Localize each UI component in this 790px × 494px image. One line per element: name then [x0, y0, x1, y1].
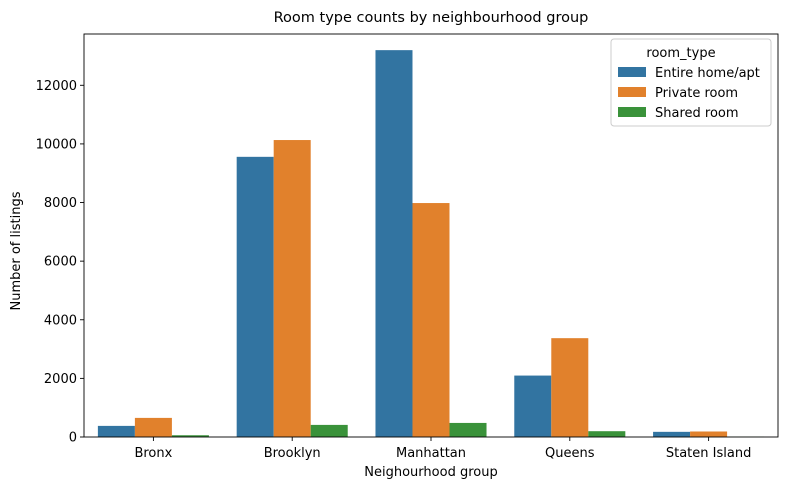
y-tick-label: 0 [69, 431, 77, 446]
x-tick-label: Manhattan [396, 446, 466, 461]
legend-title: room_type [646, 46, 715, 61]
y-tick-label: 8000 [44, 196, 77, 211]
x-tick-label: Bronx [134, 446, 172, 461]
bar-manhattan-private-room [412, 203, 449, 437]
y-tick-label: 4000 [44, 313, 77, 328]
bar-staten-island-entire-home-apt [653, 432, 690, 437]
x-axis-label: Neighourhood group [364, 465, 497, 480]
chart-title: Room type counts by neighbourhood group [274, 10, 589, 26]
legend-swatch [618, 67, 646, 77]
x-tick-label: Staten Island [666, 446, 751, 461]
y-tick-label: 6000 [44, 255, 77, 270]
bar-brooklyn-private-room [274, 140, 311, 437]
x-tick-label: Brooklyn [264, 446, 321, 461]
bar-staten-island-private-room [690, 431, 727, 437]
y-axis-label: Number of listings [9, 191, 24, 310]
bar-queens-private-room [551, 338, 588, 437]
x-tick-label: Queens [545, 446, 595, 461]
bar-queens-shared-room [588, 431, 625, 437]
y-tick-label: 10000 [36, 137, 77, 152]
bar-brooklyn-entire-home-apt [237, 157, 274, 437]
y-tick-label: 12000 [36, 79, 77, 94]
legend-entry-label: Shared room [655, 106, 739, 121]
bar-bronx-entire-home-apt [98, 426, 135, 437]
bar-brooklyn-shared-room [311, 425, 348, 437]
x-ticks-group: Bronx Brooklyn Manhattan Queens Staten Islan… [134, 437, 751, 461]
y-ticks-group: 0 2000 4000 6000 8000 10000 12000 [36, 79, 84, 446]
bar-manhattan-shared-room [450, 423, 487, 437]
legend-entry-label: Entire home/apt [655, 66, 760, 81]
bar-bronx-private-room [135, 418, 172, 437]
legend-swatch [618, 87, 646, 97]
y-tick-label: 2000 [44, 372, 77, 387]
legend: room_type Entire home/apt Private room Shar… [611, 39, 771, 126]
bar-manhattan-entire-home-apt [375, 50, 412, 437]
legend-entry-label: Private room [655, 86, 738, 101]
legend-swatch [618, 107, 646, 117]
bar-queens-entire-home-apt [514, 376, 551, 437]
